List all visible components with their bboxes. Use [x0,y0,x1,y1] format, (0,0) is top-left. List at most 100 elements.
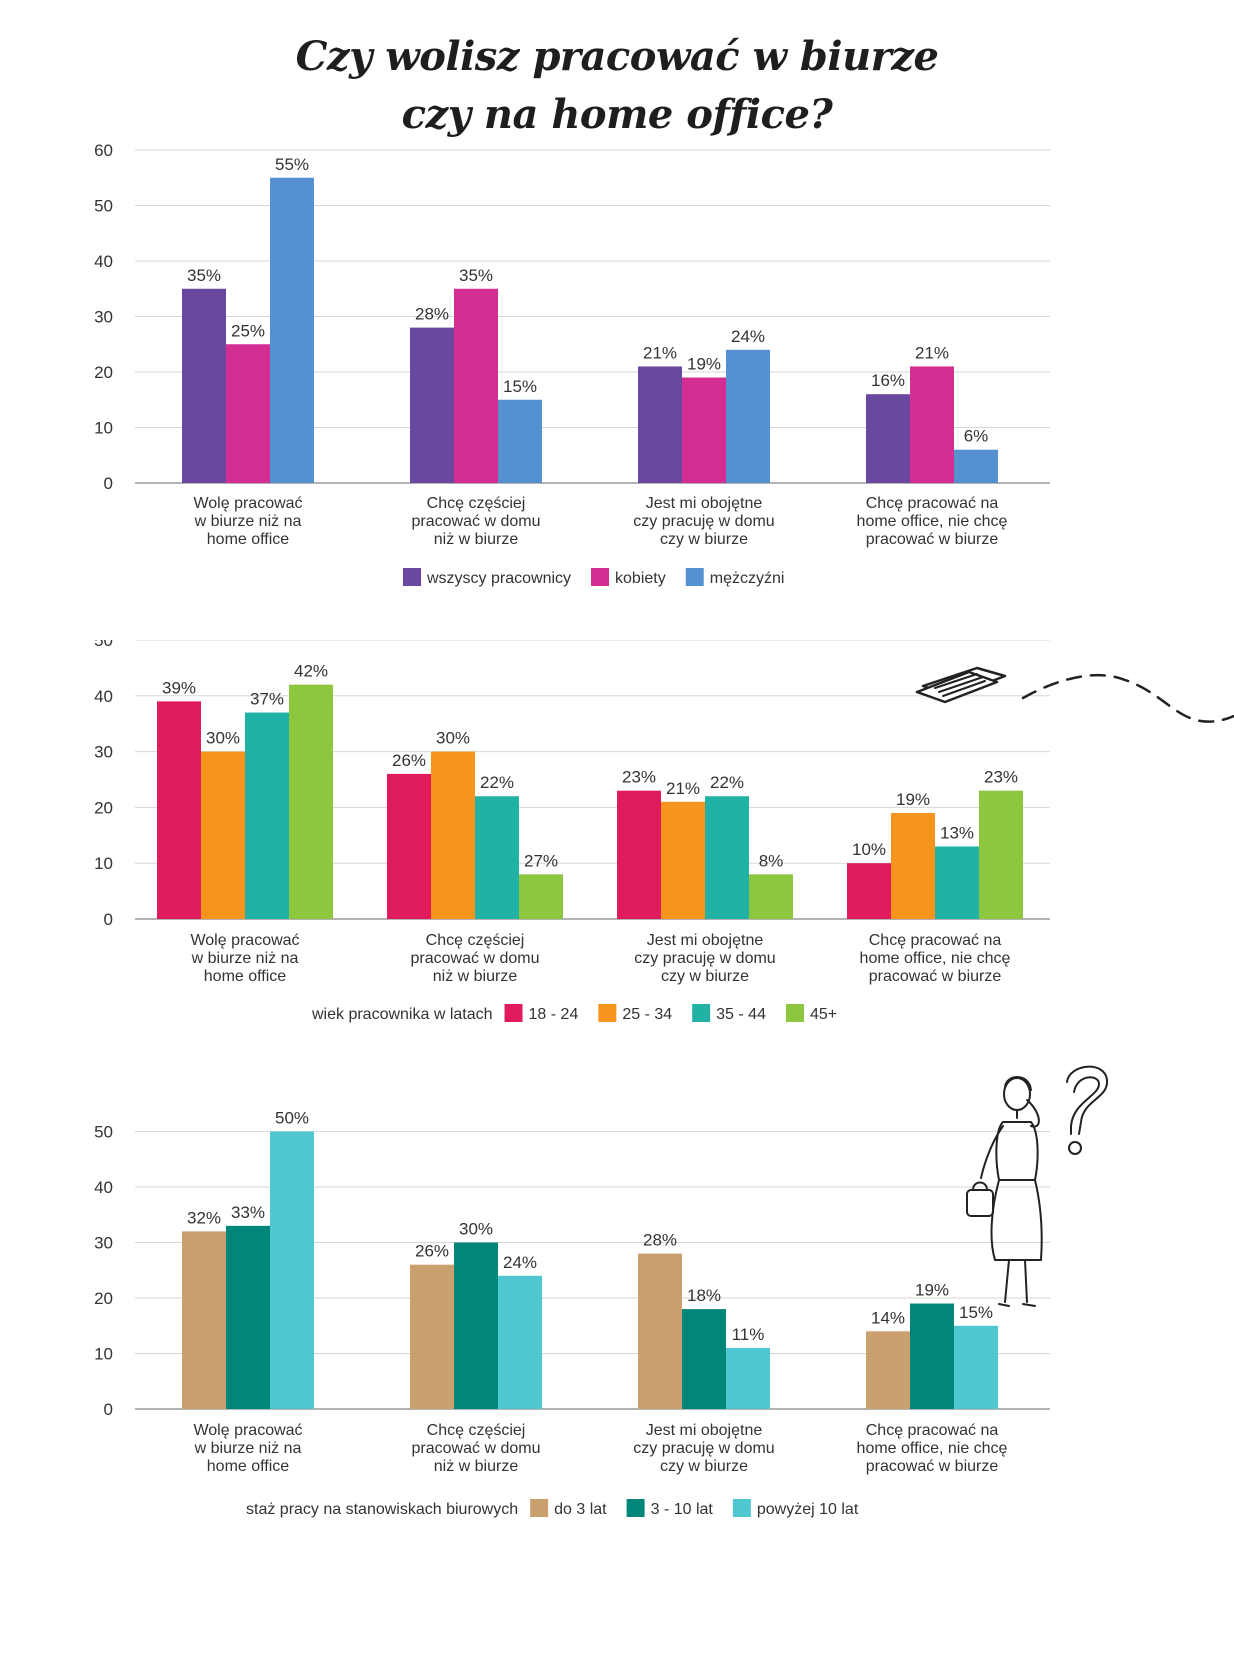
bar-0-1-2 [498,399,542,483]
data-label: 42% [294,662,328,681]
data-label: 19% [915,1281,949,1300]
bar-2-0-2 [270,1131,314,1409]
bar-0-3-2 [954,449,998,483]
category-label-line: pracować w domu [412,1440,541,1457]
y-tick-label: 40 [94,1178,113,1197]
data-label: 35% [459,266,493,285]
category-label-line: pracować w biurze [866,1458,999,1475]
category-label-line: czy w biurze [660,531,748,548]
legend-label: do 3 lat [554,1501,607,1518]
bar-0-1-1 [454,288,498,483]
bar-1-3-1 [891,812,935,919]
bar-0-2-2 [726,349,770,483]
bar-1-1-1 [431,751,475,919]
data-label: 27% [524,851,558,870]
category-label-line: czy pracuję w domu [633,1440,774,1457]
category-label-line: czy w biurze [661,968,749,985]
data-label: 30% [459,1220,493,1239]
y-tick-label: 0 [104,474,113,493]
data-label: 28% [415,305,449,324]
data-label: 28% [643,1231,677,1250]
category-label-line: home office, nie chcę [857,1440,1008,1457]
data-label: 50% [275,1110,309,1128]
bar-2-2-1 [682,1309,726,1409]
data-label: 21% [915,343,949,362]
legend-swatch [530,1499,549,1517]
data-label: 22% [480,773,514,792]
legend-title: wiek pracownika w latach [311,1006,493,1023]
data-label: 24% [731,327,765,346]
category-label-line: Wolę pracować [193,1422,302,1439]
data-label: 33% [231,1203,265,1222]
category-label: Jest mi obojętne czy pracuję w domu czy w … [633,495,774,548]
category-label-line: Chcę pracować na [869,932,1002,949]
category-label: Chcę częściej pracować w domu niż w biurze [412,495,541,548]
category-label: Wolę pracować w biurze niż na home office [193,495,302,548]
data-label: 55% [275,155,309,174]
data-label: 23% [622,768,656,787]
bar-2-1-2 [498,1275,542,1409]
data-label: 32% [187,1208,221,1227]
bar-1-2-3 [749,874,793,919]
data-label: 21% [666,779,700,798]
category-label: Chcę pracować na home office, nie chcę pra… [857,495,1008,548]
legend-swatch [626,1499,645,1517]
bar-1-0-0 [157,701,201,919]
page-title-line-2: czy na home office? [401,91,833,138]
bar-0-0-1 [226,344,270,483]
category-label-line: home office [207,531,290,548]
category-label-line: niż w biurze [434,1458,519,1475]
y-tick-label: 10 [94,854,113,873]
legend-label: 45+ [810,1006,837,1023]
category-label-line: Wolę pracować [193,495,302,512]
bar-1-2-1 [661,801,705,919]
legend-swatch [785,1004,804,1022]
y-tick-label: 60 [94,141,113,160]
data-label: 18% [687,1286,721,1305]
category-label-line: Chcę częściej [427,1422,526,1439]
data-label: 37% [250,690,284,709]
data-label: 25% [231,321,265,340]
page-title-line-1: Czy wolisz pracować w biurze [295,33,939,80]
y-tick-label: 0 [104,910,113,929]
category-label-line: home office [204,968,287,985]
bar-0-0-2 [270,177,314,483]
y-tick-label: 40 [94,687,113,706]
legend-label: 3 - 10 lat [651,1501,714,1518]
bar-0-0-0 [182,288,226,483]
bar-2-2-2 [726,1347,770,1409]
thinking-woman-doodle-icon [966,1065,1109,1307]
data-label: 11% [732,1325,765,1344]
chart-by-age: 0 10 20 30 40 50 39% 30% 37% 42% Wolę pracować w bi… [94,640,1050,1023]
bar-1-3-0 [847,863,891,919]
category-label-line: Chcę częściej [426,932,525,949]
category-label-line: Chcę częściej [427,495,526,512]
data-label: 39% [162,678,196,697]
y-tick-label: 10 [94,1345,113,1364]
bar-2-3-0 [866,1331,910,1409]
y-tick-label: 50 [94,197,113,216]
bar-1-1-3 [519,874,563,919]
y-tick-label: 10 [94,419,113,438]
category-label-line: w biurze niż na [194,1440,302,1457]
bar-0-2-0 [638,366,682,483]
legend-label: 25 - 34 [622,1006,672,1023]
data-label: 19% [896,790,930,809]
papers-doodle-icon [915,666,1234,723]
data-label: 15% [959,1303,993,1322]
legend-swatch [403,568,421,586]
category-label-line: Wolę pracować [190,932,299,949]
category-label-line: home office, nie chcę [860,950,1011,967]
bar-1-3-2 [935,846,979,919]
category-label-line: pracować w biurze [866,531,999,548]
bar-0-3-1 [910,366,954,483]
bar-2-2-0 [638,1253,682,1409]
category-label-line: w biurze niż na [194,513,302,530]
legend-label: powyżej 10 lat [757,1501,859,1518]
data-label: 15% [503,377,537,396]
bar-2-1-1 [454,1242,498,1409]
legend-swatch [692,1004,711,1022]
data-label: 8% [759,851,784,870]
legend-label: 35 - 44 [716,1006,766,1023]
bar-2-3-1 [910,1303,954,1409]
